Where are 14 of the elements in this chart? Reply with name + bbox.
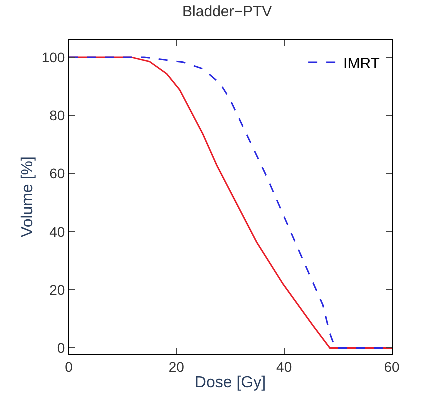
y-tick-label: 80 [50, 107, 66, 124]
x-tick-label: 40 [276, 358, 292, 375]
y-tick-label: 0 [57, 340, 66, 356]
y-tick-label: 100 [42, 49, 66, 66]
x-tick-label: 20 [168, 358, 185, 375]
y-tick-label: 20 [50, 282, 66, 298]
y-tick-label: 60 [50, 166, 66, 182]
legend-label: IMRT [344, 55, 380, 72]
x-axis-title: Dose [Gy] [194, 374, 266, 392]
chart-title: Bladder−PTV [182, 4, 272, 21]
line-series [69, 56, 392, 349]
x-tick-label: 60 [384, 358, 400, 375]
y-axis-title: Volume [%] [20, 156, 37, 238]
y-tick-label: 40 [50, 224, 66, 240]
